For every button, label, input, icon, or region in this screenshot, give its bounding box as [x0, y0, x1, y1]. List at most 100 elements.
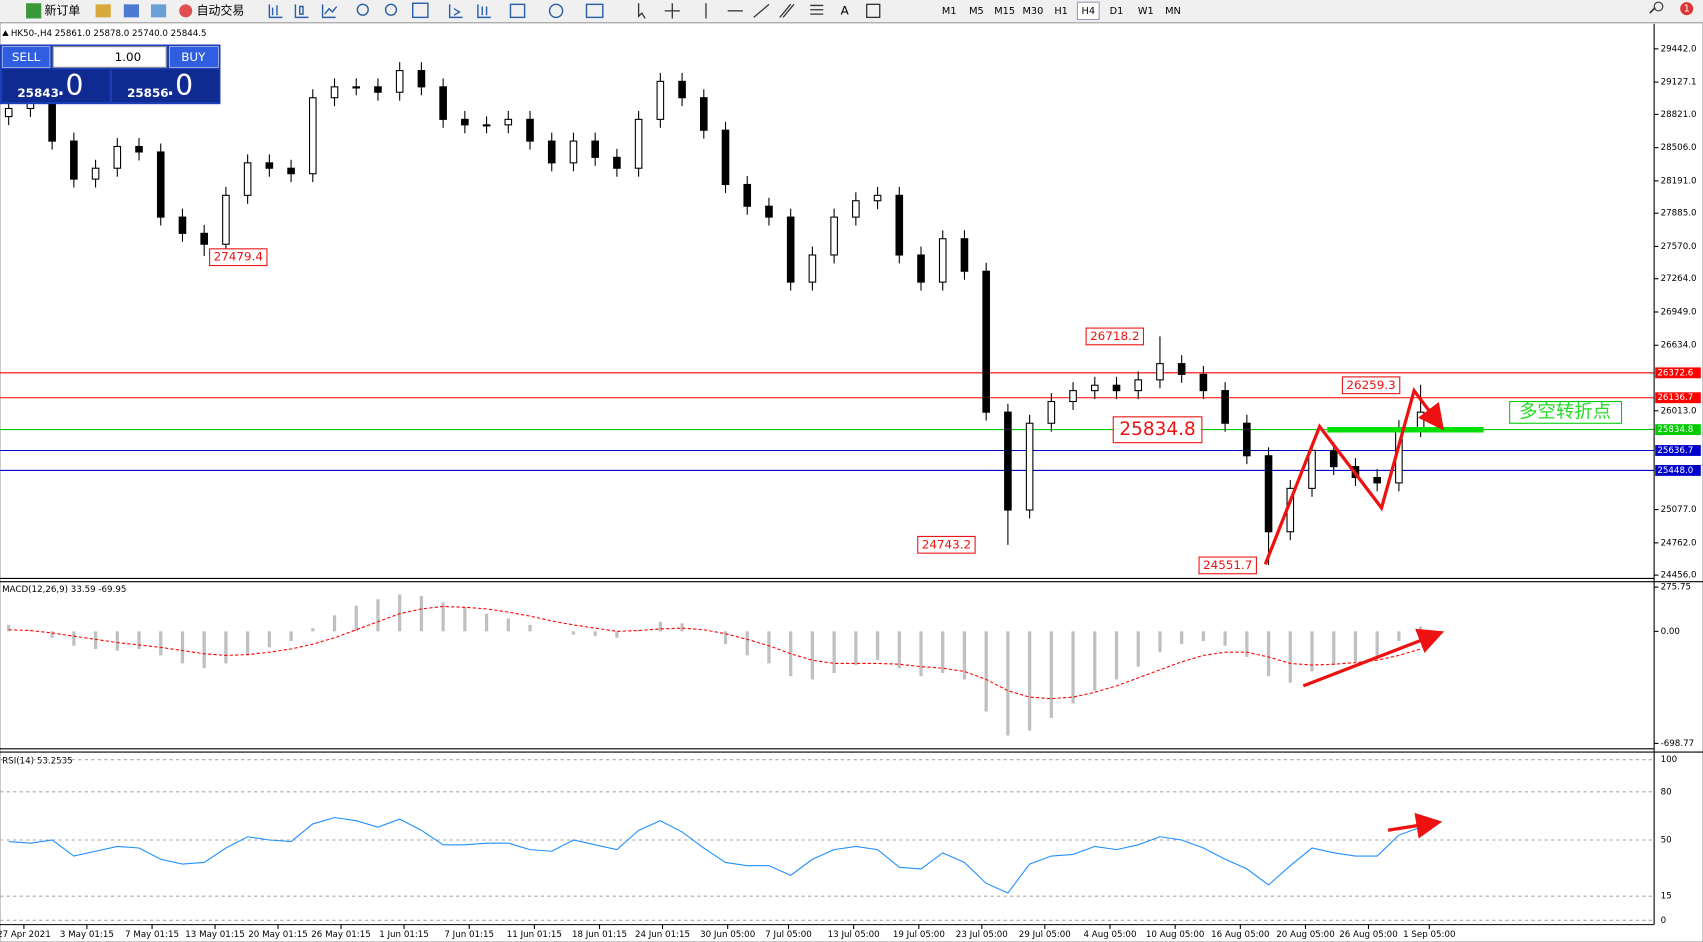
y-tick-label: 275.75	[1661, 583, 1691, 593]
ask-box[interactable]	[111, 69, 220, 103]
candle-body	[113, 145, 122, 169]
lot-input[interactable]	[52, 46, 167, 68]
histogram-bar	[984, 631, 988, 712]
period-button[interactable]: M30	[1022, 6, 1043, 17]
histogram-bar	[441, 602, 445, 632]
cursor-tool[interactable]	[637, 3, 646, 19]
notification-badge[interactable]	[1680, 2, 1694, 16]
label-tool[interactable]	[866, 3, 881, 19]
new-order-button[interactable]: 新订单	[45, 2, 81, 17]
histogram-bar	[1006, 631, 1010, 736]
tool-icon[interactable]	[123, 4, 140, 18]
y-tick-label: 50	[1661, 835, 1672, 845]
candle-body	[786, 216, 795, 283]
histogram-bar	[159, 631, 163, 656]
crosshair-tool[interactable]	[664, 3, 680, 19]
indicator-title: RSI(14) 53.2535	[2, 756, 73, 766]
histogram-bar	[1418, 626, 1423, 632]
trade-panel: SELL 1.00 BUY 25843 .0 25856 .0	[0, 44, 221, 105]
candle-body	[656, 80, 665, 120]
period-button[interactable]: H4	[1081, 6, 1095, 17]
candle-body	[417, 70, 426, 88]
x-tick-label: 13 May 01:15	[185, 930, 244, 940]
x-tick-label: 4 Aug 05:00	[1083, 930, 1136, 940]
line-chart-icon[interactable]	[321, 4, 338, 19]
toolbar-bg	[0, 0, 1703, 23]
candle-body	[395, 70, 404, 93]
histogram-bar	[137, 631, 141, 649]
auto-trading-icon[interactable]	[179, 4, 193, 18]
price-tag	[1655, 445, 1701, 456]
title-triangle	[2, 30, 9, 36]
scroll-icon[interactable]	[448, 4, 463, 19]
bid-box[interactable]	[2, 69, 110, 103]
histogram-bar	[919, 631, 923, 677]
histogram-bar	[463, 607, 467, 632]
candle-body	[591, 140, 599, 158]
templates-icon[interactable]	[585, 3, 604, 19]
trendline-tool[interactable]	[753, 3, 770, 18]
sell-button[interactable]	[1, 46, 51, 68]
candle-body	[765, 205, 773, 218]
x-tick-label: 20 May 01:15	[248, 930, 307, 940]
histogram-bar	[484, 613, 489, 632]
channel-tool[interactable]	[779, 3, 795, 18]
x-tick-label: 1 Sep 05:00	[1403, 930, 1455, 940]
histogram-bar	[1201, 631, 1206, 641]
indicators-icon[interactable]	[509, 3, 526, 19]
text-tool[interactable]: A	[841, 3, 850, 17]
periods-icon[interactable]	[548, 3, 564, 19]
zoom-in-icon[interactable]	[356, 3, 369, 16]
period-button[interactable]: M15	[994, 6, 1015, 17]
histogram-bar	[376, 599, 380, 632]
candle-body	[1112, 384, 1121, 392]
y-tick-label: 26013.0	[1661, 406, 1697, 416]
tool-icon[interactable]	[95, 4, 111, 18]
x-tick-label: 29 Jul 05:00	[1019, 930, 1071, 940]
histogram-bar	[202, 631, 206, 669]
histogram-bar	[875, 631, 880, 661]
buy-button[interactable]	[169, 46, 219, 68]
annotation: 24743.2	[922, 537, 971, 551]
x-tick-label: 7 Jul 05:00	[765, 930, 812, 940]
y-tick-label: 26634.0	[1661, 341, 1697, 351]
candle-body	[4, 107, 13, 118]
sell-label: SELL	[12, 50, 41, 64]
shift-icon[interactable]	[477, 4, 491, 19]
fibo-tool[interactable]	[810, 4, 824, 15]
period-button[interactable]: M1	[942, 6, 957, 17]
candle-body	[1199, 373, 1208, 392]
new-order-icon[interactable]	[26, 3, 42, 19]
period-button[interactable]: D1	[1110, 6, 1124, 17]
auto-trading-button[interactable]: 自动交易	[197, 2, 245, 17]
annotation: 25834.8	[1119, 419, 1195, 440]
candle-body	[1025, 422, 1034, 511]
period-button[interactable]: W1	[1138, 6, 1154, 17]
turning-point-label: 多空转折点	[1519, 401, 1611, 422]
rsi-line	[8, 816, 1421, 894]
tool-icon[interactable]	[150, 4, 167, 18]
period-button[interactable]: M5	[969, 6, 984, 17]
y-tick-label: 80	[1661, 787, 1672, 797]
candle-body	[721, 129, 730, 186]
histogram-bar	[1114, 631, 1119, 680]
candle-icon[interactable]	[294, 4, 309, 19]
period-button[interactable]: H1	[1054, 6, 1068, 17]
candle-body	[613, 156, 621, 169]
y-tick-label: 27570.0	[1661, 242, 1697, 252]
histogram-bar	[1375, 631, 1379, 658]
candle-body	[222, 194, 230, 245]
lot-value: 1.00	[115, 50, 142, 64]
x-tick-label: 16 Aug 05:00	[1211, 930, 1270, 940]
buy-label: BUY	[181, 50, 206, 64]
histogram-bar	[1245, 631, 1249, 658]
candle-body	[287, 167, 295, 175]
period-button[interactable]: MN	[1165, 6, 1181, 17]
tile-icon[interactable]	[412, 2, 429, 19]
annotation: 24551.7	[1203, 558, 1252, 572]
histogram-bar	[1136, 631, 1140, 667]
bar-chart-icon[interactable]	[268, 4, 283, 19]
histogram-bar	[332, 615, 337, 632]
candle-body	[1264, 455, 1273, 533]
zoom-out-icon[interactable]	[384, 3, 398, 16]
